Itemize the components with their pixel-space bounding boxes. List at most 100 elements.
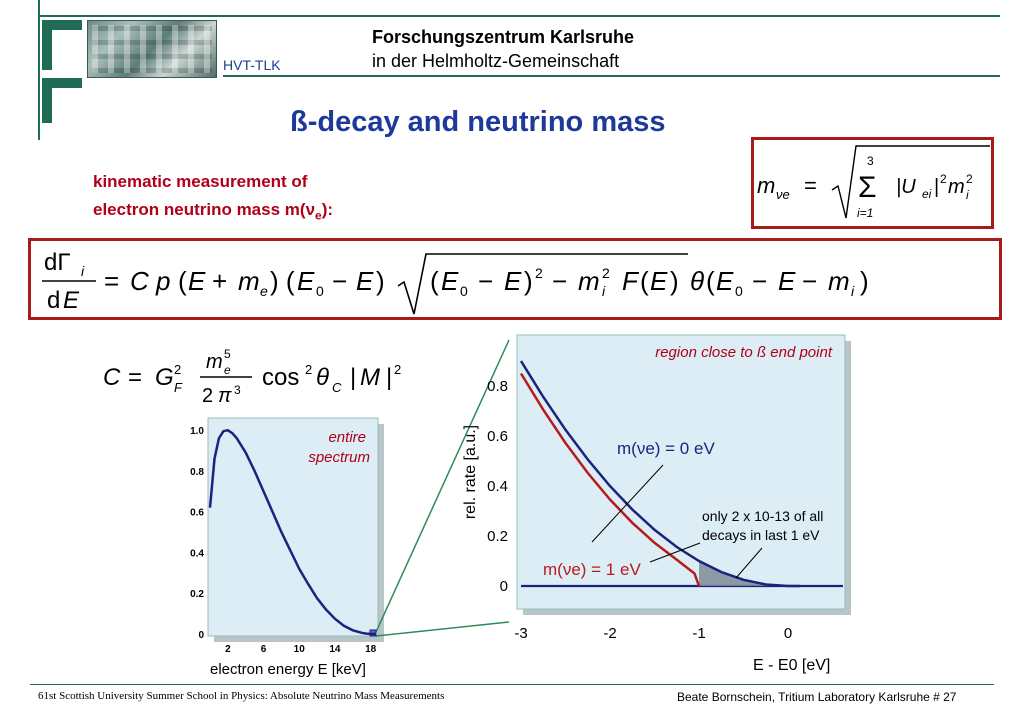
svg-text:) (: ) ( [270, 266, 295, 296]
chart-entire-spectrum: 0 0.2 0.4 0.6 0.8 1.0 2 6 10 14 18 electron energy … [190, 426, 377, 678]
svg-text:(: ( [178, 266, 187, 296]
svg-text:C p: C p [130, 266, 170, 296]
x-tick-label: 6 [261, 644, 267, 655]
header-bracket-4 [42, 78, 52, 123]
svg-text:F: F [622, 266, 640, 296]
header-top-line [40, 15, 1000, 17]
intro-line-2-nu: ν [305, 200, 316, 219]
y-tick-label: 0.6 [190, 508, 204, 519]
svg-text:2: 2 [940, 172, 947, 186]
logo-label: HVT-TLK [223, 57, 281, 73]
pointer-mass-0 [591, 464, 664, 543]
svg-text:E: E [650, 266, 668, 296]
header-bracket-1 [42, 20, 82, 30]
svg-text:E: E [441, 266, 459, 296]
annotation-line-2: spectrum [308, 449, 370, 466]
svg-text:cos: cos [262, 364, 299, 391]
svg-text:|: | [934, 176, 939, 198]
svg-text:m: m [578, 266, 600, 296]
institution-name: Forschungszentrum Karlsruhe [372, 27, 635, 47]
x-tick-label: 2 [225, 644, 231, 655]
svg-text:e: e [224, 363, 231, 377]
svg-text:=: = [804, 173, 817, 198]
intro-line-2-suffix: ): [321, 200, 334, 219]
svg-text:=: = [128, 364, 142, 391]
y-tick-label: 1.0 [190, 426, 204, 437]
svg-text:i: i [602, 283, 606, 299]
x-tick-label: -2 [603, 625, 616, 642]
slide-title: ß-decay and neutrino mass [290, 106, 666, 138]
svg-text:(: ( [706, 266, 715, 296]
svg-text:|U: |U [896, 176, 916, 198]
mass-formula-box [751, 137, 994, 229]
svg-text:+: + [212, 266, 227, 296]
svg-text:−: − [802, 266, 817, 296]
chart-endpoint-region: 0 0.2 0.4 0.6 0.8 -3 -2 -1 0 rel. rate [a.u.] E - … [462, 344, 843, 674]
svg-text:−: − [332, 266, 347, 296]
svg-text:): ) [524, 266, 533, 296]
curve-mass-0 [519, 360, 789, 588]
svg-text:θ: θ [316, 364, 329, 391]
svg-text:(: ( [430, 266, 439, 296]
x-axis-label: E - E0 [eV] [753, 657, 830, 674]
rate-formula: dΓ i d E = C p ( E + m e ) ( E 0 − E ) (… [42, 249, 869, 315]
svg-text:E: E [297, 266, 315, 296]
header-bracket-3 [42, 78, 82, 88]
x-tick-label: 0 [784, 625, 792, 642]
svg-text:π: π [218, 385, 232, 407]
svg-text:|: | [386, 364, 392, 391]
shaded-last-ev-region [699, 561, 788, 586]
footer-author-page: Beate Bornschein, Tritium Laboratory Kar… [677, 690, 957, 704]
svg-text:ei: ei [922, 187, 932, 201]
logo-photo [87, 20, 217, 78]
intro-line-1: kinematic measurement of [93, 172, 308, 191]
chart1-plot-area [207, 417, 379, 637]
note-line-2: decays in last 1 eV [702, 527, 820, 543]
zoom-line-bottom [375, 621, 510, 637]
svg-text:F: F [174, 380, 183, 395]
svg-text:Σ: Σ [858, 171, 877, 204]
x-tick-label: 14 [329, 644, 341, 655]
y-tick-label: 0.8 [487, 378, 508, 395]
svg-text:i: i [966, 188, 969, 202]
curve-mass-1 [519, 372, 701, 587]
svg-text:|: | [350, 364, 356, 391]
svg-text:(: ( [640, 266, 649, 296]
svg-text:M: M [360, 364, 380, 391]
svg-text:): ) [860, 266, 869, 296]
rate-formula-box [28, 238, 1002, 320]
svg-text:2: 2 [966, 172, 973, 186]
svg-text:dΓ: dΓ [44, 249, 71, 276]
svg-text:d: d [47, 287, 60, 314]
intro-line-2: electron neutrino mass m(νe): [93, 200, 333, 222]
x-tick-label: -1 [692, 625, 705, 642]
label-mass-0: m(νe) = 0 eV [617, 439, 715, 458]
annotation-line-1: entire [328, 429, 366, 446]
mass-formula: m νe = 3 Σ i=1 |U ei | 2 m 2 i [757, 145, 990, 220]
svg-text:i: i [81, 263, 85, 279]
intro-line-2-prefix: electron neutrino mass m( [93, 200, 306, 219]
y-axis-label: rel. rate [a.u.] [462, 425, 479, 519]
svg-text:): ) [670, 266, 679, 296]
mass-lhs-sub: νe [776, 187, 790, 202]
x-tick-label: -3 [514, 625, 527, 642]
svg-text:2: 2 [394, 362, 401, 377]
svg-text:E: E [356, 266, 374, 296]
svg-text:2: 2 [202, 385, 213, 407]
svg-text:E: E [63, 287, 80, 314]
svg-text:−: − [552, 266, 567, 296]
svg-text:e: e [260, 283, 268, 299]
svg-text:2: 2 [535, 265, 543, 281]
pointer-note-2 [735, 547, 763, 579]
svg-text:m: m [206, 351, 223, 373]
intro-line-2-sub: e [315, 208, 322, 223]
x-axis-label: electron energy E [keV] [210, 661, 366, 678]
svg-text:−: − [752, 266, 767, 296]
y-tick-label: 0 [500, 578, 508, 595]
footer-event: 61st Scottish University Summer School i… [38, 690, 445, 702]
svg-text:−: − [478, 266, 493, 296]
svg-text:5: 5 [224, 347, 231, 361]
y-tick-label: 0.8 [190, 467, 204, 478]
y-tick-label: 0.6 [487, 428, 508, 445]
